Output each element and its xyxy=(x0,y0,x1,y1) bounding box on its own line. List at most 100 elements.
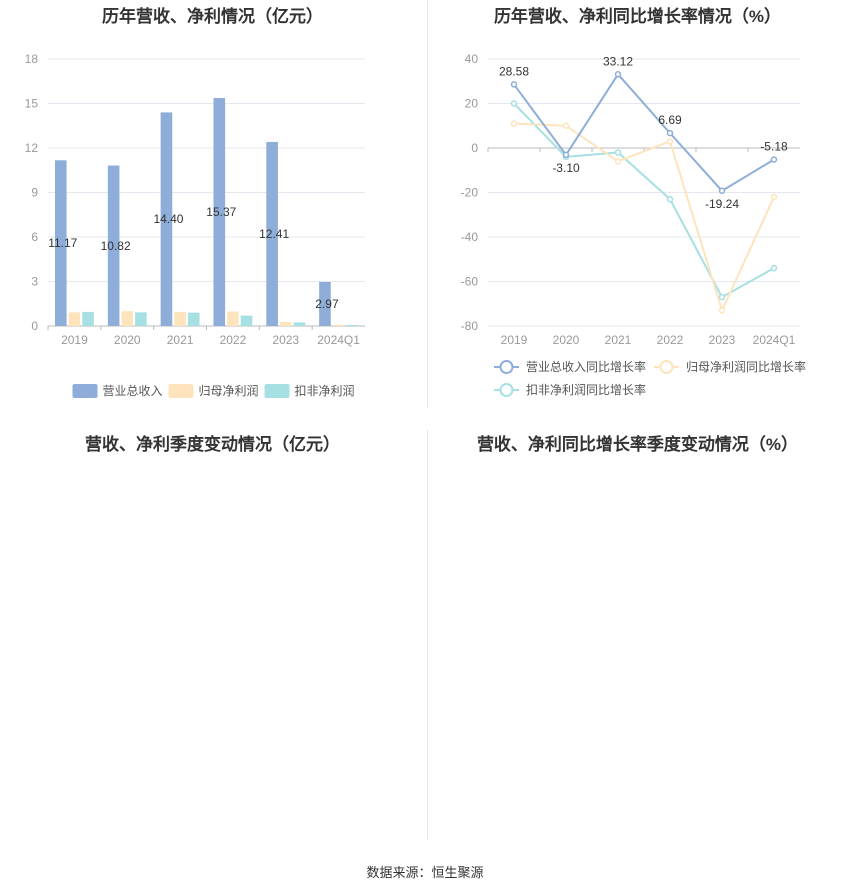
legend-label: 扣非净利润同比增长率 xyxy=(526,382,646,397)
chart-title: 营收、净利同比增长率季度变动情况（%） xyxy=(476,435,799,454)
bar xyxy=(68,312,81,326)
divider-top xyxy=(427,0,428,408)
bar xyxy=(346,324,359,326)
data-label: 2.97 xyxy=(315,297,339,311)
data-point xyxy=(666,138,674,145)
legend-marker xyxy=(499,383,514,397)
data-label: -3.10 xyxy=(552,161,580,175)
data-point xyxy=(770,264,778,272)
y-tick-label: -80 xyxy=(461,319,479,333)
quarterly-line-chart: -150-100-500501002021Q42022Q12022Q22022Q… xyxy=(425,428,850,848)
annual-revenue-profit-panel: 历年营收、净利情况（亿元） 0 3 6 9 12 15 18 2019 2020 2021 2022… xyxy=(0,0,425,410)
chart-title: 历年营收、净利同比增长率情况（%） xyxy=(493,7,782,26)
data-point xyxy=(562,151,570,159)
y-tick-label: -40 xyxy=(461,230,479,244)
data-point xyxy=(718,307,726,314)
bar xyxy=(213,98,226,327)
y-tick-label: 15 xyxy=(25,97,39,111)
x-tick-label: 2024Q1 xyxy=(317,333,360,347)
data-point xyxy=(718,187,726,195)
legend-marker xyxy=(659,360,674,374)
data-point xyxy=(510,81,518,88)
chart-title: 营收、净利季度变动情况（亿元） xyxy=(85,435,340,454)
bar xyxy=(135,312,147,326)
y-tick-label: 40 xyxy=(465,52,479,66)
bar xyxy=(174,311,186,326)
data-label: 14.40 xyxy=(153,212,183,226)
data-label: -5.18 xyxy=(760,140,788,154)
bar xyxy=(227,311,239,326)
data-point xyxy=(666,129,674,137)
x-tick-label: 2020 xyxy=(114,333,141,347)
data-label: 15.37 xyxy=(206,205,236,219)
x-tick-label: 2021 xyxy=(167,333,194,347)
data-point xyxy=(614,71,622,78)
bar xyxy=(319,281,331,326)
quarterly-bar-chart: -10123452021Q42022Q12022Q22022Q32022Q420… xyxy=(0,428,425,848)
data-point xyxy=(510,100,518,107)
data-point xyxy=(614,149,622,156)
legend-label: 扣非净利润 xyxy=(295,384,355,398)
y-tick-label: 12 xyxy=(25,141,39,155)
series-line xyxy=(513,72,775,193)
data-point xyxy=(510,120,518,127)
x-tick-label: 2019 xyxy=(61,333,88,347)
data-point xyxy=(770,156,778,163)
bar xyxy=(54,160,67,326)
legend-swatch xyxy=(72,384,98,398)
bar xyxy=(293,322,306,326)
legend-swatch xyxy=(264,384,290,398)
y-tick-label: 0 xyxy=(471,141,478,155)
quarterly-growth-panel: 营收、净利同比增长率季度变动情况（%） -150-100-50050100202… xyxy=(425,428,850,848)
bar xyxy=(240,315,253,326)
annual-growth-panel: 历年营收、净利同比增长率情况（%） -80 -60 -40 -20 0 20 40 2019 2… xyxy=(425,0,850,410)
legend-label: 归母净利润同比增长率 xyxy=(686,359,806,374)
y-tick-label: 20 xyxy=(465,97,479,111)
data-point xyxy=(562,122,570,129)
data-label: 10.82 xyxy=(101,239,131,253)
data-label: 33.12 xyxy=(603,54,633,68)
bar xyxy=(82,311,94,326)
y-tick-label: 3 xyxy=(31,275,38,289)
bar xyxy=(107,165,120,326)
data-source: 数据来源：恒生聚源 xyxy=(366,865,484,880)
annual-line-chart: -80 -60 -40 -20 0 20 40 2019 2020 2021 2022 2023 202… xyxy=(461,52,806,397)
legend-label: 营业总收入 xyxy=(103,384,163,398)
legend-label: 归母净利润 xyxy=(199,384,259,398)
data-point xyxy=(718,293,726,301)
x-tick-label: 2019 xyxy=(501,333,528,347)
x-tick-label: 2022 xyxy=(657,333,684,347)
data-label: 11.17 xyxy=(48,236,77,250)
x-tick-label: 2022 xyxy=(220,333,247,347)
bar xyxy=(266,141,278,326)
legend-label: 营业总收入同比增长率 xyxy=(526,359,646,374)
data-label: -19.24 xyxy=(705,197,739,211)
x-tick-label: 2024Q1 xyxy=(753,333,796,347)
data-label: 12.41 xyxy=(259,227,289,241)
y-tick-label: 9 xyxy=(31,186,38,200)
y-tick-label: 18 xyxy=(25,52,39,66)
chart-title: 历年营收、净利情况（亿元） xyxy=(102,7,323,26)
divider-bottom xyxy=(427,430,428,840)
quarterly-revenue-profit-panel: 营收、净利季度变动情况（亿元） -10123452021Q42022Q12022… xyxy=(0,428,425,848)
legend-marker xyxy=(499,360,514,374)
bar xyxy=(160,112,173,327)
data-label: 28.58 xyxy=(499,64,529,78)
x-tick-label: 2020 xyxy=(553,333,580,347)
bar xyxy=(332,324,345,326)
series-line xyxy=(513,122,775,314)
x-tick-label: 2023 xyxy=(272,333,299,347)
annual-bar-chart: 0 3 6 9 12 15 18 2019 2020 2021 2022 2023 2024Q1 11.1… xyxy=(25,52,365,398)
data-point xyxy=(614,158,622,165)
bar xyxy=(121,311,134,326)
y-tick-label: 6 xyxy=(31,230,38,244)
x-tick-label: 2021 xyxy=(605,333,632,347)
data-label: 6.69 xyxy=(658,113,682,127)
y-tick-label: -60 xyxy=(461,275,479,289)
y-tick-label: -20 xyxy=(461,186,479,200)
x-tick-label: 2023 xyxy=(709,333,736,347)
y-tick-label: 0 xyxy=(31,319,38,333)
bar xyxy=(187,312,200,326)
bar xyxy=(279,321,292,326)
legend-swatch xyxy=(168,384,194,398)
